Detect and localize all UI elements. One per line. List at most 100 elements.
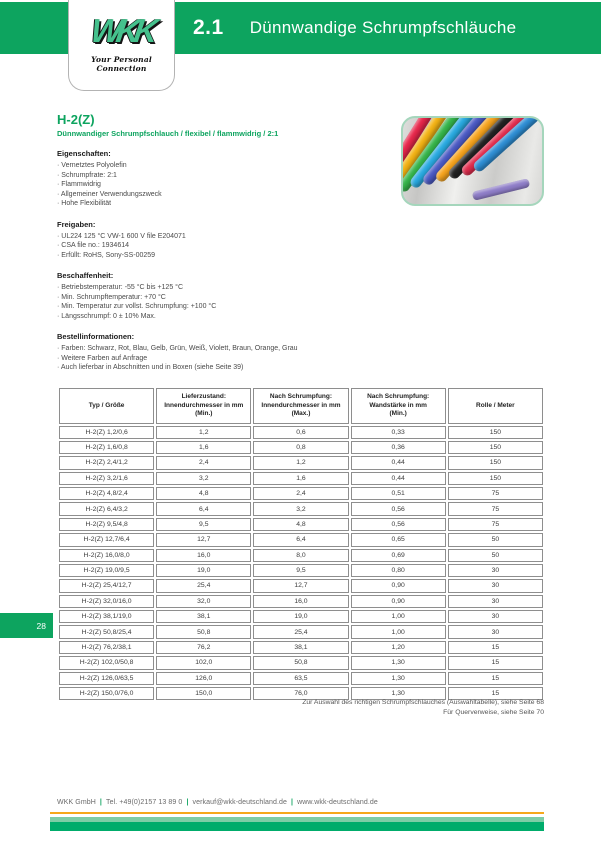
table-cell: 19,0 (156, 563, 252, 578)
table-cell: 102,0 (156, 656, 252, 670)
table-cell: 1,20 (350, 640, 446, 655)
table-cell: 0,90 (350, 594, 446, 608)
table-cell: 0,80 (350, 563, 446, 578)
footer-segment: verkauf@wkk-deutschland.de (192, 799, 288, 806)
footer-separator: | (99, 799, 102, 806)
table-cell: 30 (447, 563, 543, 578)
table-cell: H-2(Z) 19,0/9,5 (59, 563, 155, 578)
table-cell: 0,65 (350, 533, 446, 547)
table-cell: H-2(Z) 2,4/1,2 (59, 456, 155, 470)
table-cell: 0,51 (350, 487, 446, 501)
table-cell: H-2(Z) 38,1/19,0 (59, 610, 155, 624)
footer-segment: Tel. +49(0)2157 13 89 0 (105, 799, 183, 806)
footer-segment: www.wkk-deutschland.de (297, 799, 378, 806)
table-cell: 12,7 (253, 579, 349, 593)
table-cell: 50,8 (156, 625, 252, 639)
table-cell: 32,0 (156, 594, 252, 608)
list-item: UL224 125 °C VW-1 600 V file E204071 (57, 232, 392, 242)
product-photo (401, 116, 544, 206)
table-cell: 50 (447, 548, 543, 562)
table-cell: 1,6 (156, 440, 252, 455)
table-cell: 9,5 (253, 563, 349, 578)
table-cell: 76,2 (156, 640, 252, 655)
table-cell: 0,44 (350, 471, 446, 485)
table-cell: 63,5 (253, 671, 349, 685)
table-row: H-2(Z) 6,4/3,2 6,4 3,2 0,56 75 (59, 502, 543, 516)
table-cell: 0,6 (253, 425, 349, 439)
spec-section: Freigaben: UL224 125 °C VW-1 600 V file E… (57, 220, 392, 261)
table-cell: 4,8 (253, 517, 349, 532)
table-cell: H-2(Z) 12,7/6,4 (59, 533, 155, 547)
table-cell: 30 (447, 594, 543, 608)
list-item: Betriebstemperatur: -55 °C bis +125 °C (57, 283, 392, 293)
footer-orange-rule (50, 812, 544, 814)
wkk-logo-mark: WKK (88, 12, 155, 49)
table-row: H-2(Z) 3,2/1,6 3,2 1,6 0,44 150 (59, 471, 543, 485)
table-cell: H-2(Z) 1,2/0,6 (59, 425, 155, 439)
table-cell: 19,0 (253, 610, 349, 624)
table-cell: 2,4 (156, 456, 252, 470)
page-number-tab: 28 (0, 613, 53, 638)
table-row: H-2(Z) 32,0/16,0 32,0 16,0 0,90 30 (59, 594, 543, 608)
product-info: H-2(Z) Dünnwandiger Schrumpfschlauch / f… (57, 112, 392, 373)
table-cell: 16,0 (156, 548, 252, 562)
table-cell: H-2(Z) 50,8/25,4 (59, 625, 155, 639)
table-cell: 0,8 (253, 440, 349, 455)
list-item: Auch lieferbar in Abschnitten und in Box… (57, 363, 392, 373)
spec-section: Eigenschaften: Vernetztes PolyolefinSchru… (57, 149, 392, 209)
size-table-head: Typ / Größe Lieferzustand: Innendurchmess… (59, 388, 543, 424)
table-cell: 75 (447, 517, 543, 532)
table-row: H-2(Z) 76,2/38,1 76,2 38,1 1,20 15 (59, 640, 543, 655)
chapter-title: Dünnwandige Schrumpfschläuche (249, 18, 517, 37)
list-item: CSA file no.: 1934614 (57, 241, 392, 251)
list-item: Schrumpfrate: 2:1 (57, 171, 392, 181)
table-cell: 6,4 (253, 533, 349, 547)
section-list: Farben: Schwarz, Rot, Blau, Gelb, Grün, … (57, 344, 392, 373)
footer-contact: WKK GmbH | Tel. +49(0)2157 13 89 0 | verkauf… (57, 799, 378, 806)
column-header: Nach Schrumpfung: Innendurchmesser in mm… (253, 388, 349, 424)
table-cell: 75 (447, 502, 543, 516)
footer-light-green-band (50, 817, 544, 822)
list-item: Hohe Flexibilität (57, 199, 392, 209)
table-cell: H-2(Z) 16,0/8,0 (59, 548, 155, 562)
table-cell: H-2(Z) 6,4/3,2 (59, 502, 155, 516)
table-cell: 4,8 (156, 487, 252, 501)
table-cell: 30 (447, 625, 543, 639)
table-cell: 50,8 (253, 656, 349, 670)
list-item: Längsschrumpf: 0 ± 10% Max. (57, 312, 392, 322)
column-header: Rolle / Meter (447, 388, 543, 424)
table-row: H-2(Z) 16,0/8,0 16,0 8,0 0,69 50 (59, 548, 543, 562)
size-table: Typ / Größe Lieferzustand: Innendurchmess… (57, 386, 545, 702)
table-row: H-2(Z) 1,6/0,8 1,6 0,8 0,36 150 (59, 440, 543, 455)
column-header: Lieferzustand: Innendurchmesser in mm (M… (156, 388, 252, 424)
table-row: H-2(Z) 9,5/4,8 9,5 4,8 0,56 75 (59, 517, 543, 532)
footnote-line: Für Querverweise, siehe Seite 70 (443, 708, 544, 716)
table-cell: 12,7 (156, 533, 252, 547)
table-cell: H-2(Z) 32,0/16,0 (59, 594, 155, 608)
table-cell: 75 (447, 487, 543, 501)
section-list: UL224 125 °C VW-1 600 V file E204071CSA … (57, 232, 392, 261)
table-cell: 1,30 (350, 656, 446, 670)
table-cell: 1,00 (350, 625, 446, 639)
table-row: H-2(Z) 1,2/0,6 1,2 0,6 0,33 150 (59, 425, 543, 439)
table-cell: 16,0 (253, 594, 349, 608)
table-row: H-2(Z) 12,7/6,4 12,7 6,4 0,65 50 (59, 533, 543, 547)
table-cell: 0,69 (350, 548, 446, 562)
size-table-body: H-2(Z) 1,2/0,6 1,2 0,6 0,33 150 H-2(Z) 1,6/0,… (59, 425, 543, 701)
footnotes: Zur Auswahl des richtigen Schrumpfschlau… (302, 698, 544, 717)
product-subtitle: Dünnwandiger Schrumpfschlauch / flexibel… (57, 129, 279, 138)
table-cell: 0,90 (350, 579, 446, 593)
table-cell: 76,0 (253, 686, 349, 701)
table-cell: 15 (447, 671, 543, 685)
table-cell: 1,30 (350, 671, 446, 685)
table-cell: 9,5 (156, 517, 252, 532)
table-cell: H-2(Z) 150,0/76,0 (59, 686, 155, 701)
table-cell: H-2(Z) 25,4/12,7 (59, 579, 155, 593)
table-cell: 150 (447, 425, 543, 439)
table-cell: 1,2 (253, 456, 349, 470)
table-row: H-2(Z) 19,0/9,5 19,0 9,5 0,80 30 (59, 563, 543, 578)
table-cell: 150 (447, 456, 543, 470)
table-cell: H-2(Z) 126,0/63,5 (59, 671, 155, 685)
footer-dark-green-band (50, 822, 544, 831)
table-cell: 150,0 (156, 686, 252, 701)
